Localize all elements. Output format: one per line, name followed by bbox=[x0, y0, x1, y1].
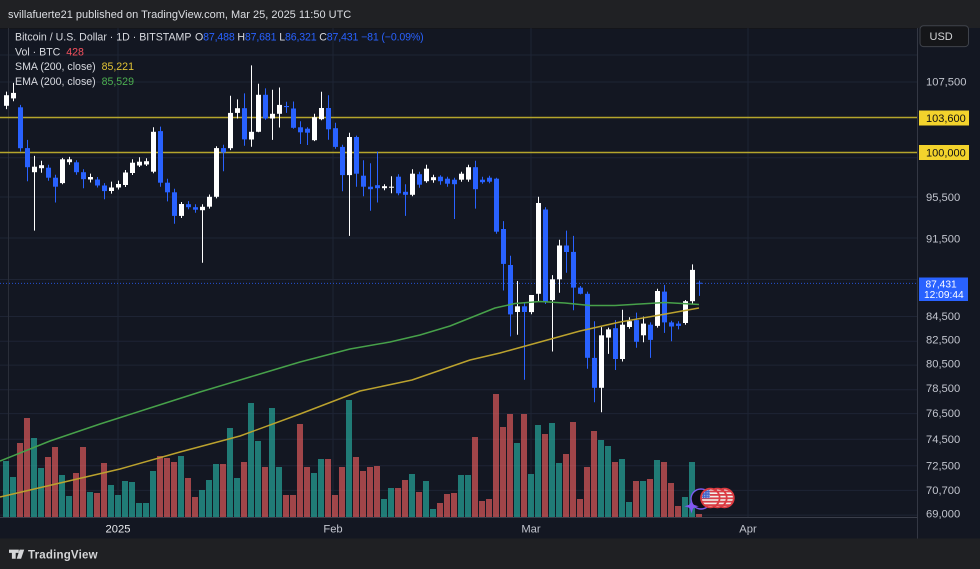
svg-text:69,000: 69,000 bbox=[926, 509, 960, 521]
svg-text:USD: USD bbox=[930, 31, 953, 43]
svg-text:EMA (200, close) 85,529: EMA (200, close) 85,529 bbox=[15, 76, 134, 88]
svg-text:svillafuerte21 published on Tr: svillafuerte21 published on TradingView.… bbox=[8, 9, 351, 21]
svg-text:78,500: 78,500 bbox=[926, 383, 960, 395]
svg-text:12:09:44: 12:09:44 bbox=[924, 290, 964, 301]
svg-text:91,500: 91,500 bbox=[926, 234, 960, 246]
svg-text:80,500: 80,500 bbox=[926, 358, 960, 370]
svg-text:74,500: 74,500 bbox=[926, 434, 960, 446]
svg-text:2025: 2025 bbox=[106, 524, 131, 536]
svg-text:Vol · BTC 428: Vol · BTC 428 bbox=[15, 46, 84, 58]
svg-text:100,000: 100,000 bbox=[926, 147, 966, 159]
svg-text:70,700: 70,700 bbox=[926, 485, 960, 497]
svg-text:84,500: 84,500 bbox=[926, 311, 960, 323]
svg-text:Mar: Mar bbox=[521, 524, 541, 536]
svg-text:Apr: Apr bbox=[739, 524, 757, 536]
svg-text:Feb: Feb bbox=[323, 524, 342, 536]
svg-text:82,500: 82,500 bbox=[926, 335, 960, 347]
svg-text:TradingView: TradingView bbox=[28, 550, 98, 562]
svg-text:72,500: 72,500 bbox=[926, 460, 960, 472]
svg-text:76,500: 76,500 bbox=[926, 408, 960, 420]
svg-text:107,500: 107,500 bbox=[926, 77, 966, 89]
svg-text:103,600: 103,600 bbox=[926, 113, 966, 125]
svg-text:O87,488 H87,681 L86,321 C87,43: O87,488 H87,681 L86,321 C87,431 −81 (−0.… bbox=[195, 32, 424, 44]
svg-text:87,431: 87,431 bbox=[926, 280, 957, 291]
svg-text:Bitcoin / U.S. Dollar · 1D · B: Bitcoin / U.S. Dollar · 1D · BITSTAMP bbox=[15, 32, 191, 44]
svg-text:95,500: 95,500 bbox=[926, 192, 960, 204]
svg-text:SMA (200, close) 85,221: SMA (200, close) 85,221 bbox=[15, 61, 134, 73]
